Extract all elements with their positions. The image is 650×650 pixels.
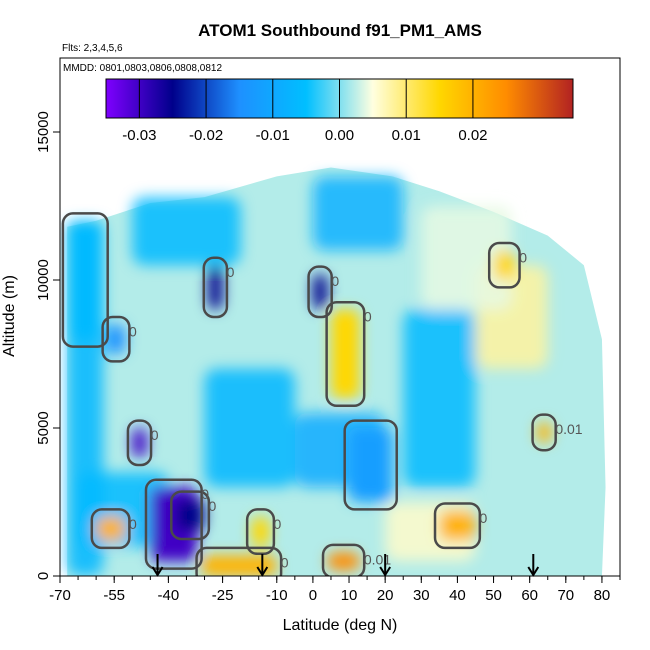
contour-line <box>321 543 366 576</box>
heat-region <box>349 428 393 502</box>
dates-annotation: MMDD: 0801,0803,0806,0808,0812 <box>63 63 222 74</box>
contour-label: 0.01 <box>364 551 391 567</box>
x-axis: -70 -55 -40 -25 -10 0 10 20 30 40 50 60 70 80 <box>49 576 621 604</box>
colorbar-tick-label: 0.02 <box>458 127 487 144</box>
contour-label: 0 <box>201 486 209 502</box>
x-tick-label: 80 <box>594 587 611 604</box>
heatmap-field <box>67 167 606 576</box>
contour-line <box>195 546 283 576</box>
x-tick-label: 70 <box>557 587 574 604</box>
contour-label: 0 <box>331 273 339 289</box>
heat-region <box>67 220 104 340</box>
heat-band <box>421 206 512 310</box>
plot-frame <box>59 57 621 577</box>
colorbar-tick-label: 0.01 <box>392 127 421 144</box>
x-tick-label: -25 <box>212 587 234 604</box>
x-tick-label: -55 <box>103 587 125 604</box>
contour-label: 0 <box>281 554 289 570</box>
x-tick-label: 40 <box>449 587 466 604</box>
colorbar-tick-label: -0.02 <box>189 127 223 144</box>
flight-marker-head <box>256 566 269 577</box>
contour-line <box>487 241 521 289</box>
contour-line <box>202 256 229 319</box>
y-axis-label: Altitude (m) <box>1 275 18 357</box>
heat-region <box>330 309 360 399</box>
x-tick-label: 60 <box>521 587 538 604</box>
chart-title: ATOM1 Southbound f91_PM1_AMS <box>198 21 482 40</box>
heat-region <box>96 516 126 541</box>
heat-region <box>208 265 223 310</box>
contour-label: 0 <box>151 427 159 443</box>
y-axis: 0 5000 10000 15000 <box>35 111 60 580</box>
contour-label: 0 <box>227 264 235 280</box>
contour-label: 0 <box>129 323 137 339</box>
contour-lines <box>61 212 557 576</box>
x-tick-label: -70 <box>49 587 71 604</box>
contour-label: 0 <box>519 249 527 265</box>
heat-region <box>200 555 277 576</box>
x-axis-label: Latitude (deg N) <box>283 617 398 634</box>
contour-line <box>433 502 482 550</box>
contour-label: 0 <box>364 309 372 325</box>
y-tick-label: 15000 <box>35 111 52 153</box>
contour-line <box>90 508 131 550</box>
heat-band <box>312 176 404 251</box>
colorbar-tick-label: 0.00 <box>325 127 354 144</box>
x-tick-label: -10 <box>266 587 288 604</box>
contour-line <box>307 265 333 319</box>
contour-line <box>343 419 398 511</box>
heat-region <box>106 324 126 354</box>
contour-label: 0.01 <box>555 421 582 437</box>
flight-markers <box>151 554 540 577</box>
heat-band <box>132 197 241 266</box>
contour-line <box>245 508 276 556</box>
x-tick-label: 0 <box>309 587 317 604</box>
heat-region <box>327 552 360 571</box>
heat-region <box>175 499 205 532</box>
y-tick-label: 10000 <box>35 259 52 301</box>
contour-label: 0 <box>274 516 282 532</box>
x-tick-label: 30 <box>413 587 430 604</box>
y-tick-label: 0 <box>35 572 52 580</box>
heat-region <box>312 274 328 310</box>
heat-region <box>493 250 516 280</box>
contour-line <box>101 315 131 363</box>
contour-line <box>170 490 211 541</box>
flights-annotation: Flts: 2,3,4,5,6 <box>62 43 123 54</box>
x-tick-label: 20 <box>377 587 394 604</box>
heat-region <box>536 422 552 443</box>
y-tick-label: 5000 <box>35 411 52 444</box>
contour-label: 0 <box>209 498 217 514</box>
x-tick-label: -40 <box>158 587 180 604</box>
colorbar-tick-label: -0.01 <box>256 127 290 144</box>
flight-marker-head <box>151 566 164 577</box>
contour-label: 0 <box>479 510 487 526</box>
colorbar-ticks: -0.03 -0.02 -0.01 0.00 0.01 0.02 <box>122 79 488 144</box>
flight-marker-head <box>527 566 540 577</box>
contour-line <box>126 419 153 467</box>
contour-label: 0 <box>129 516 137 532</box>
heat-band <box>403 309 476 488</box>
contour-line <box>144 478 203 570</box>
x-tick-label: 50 <box>485 587 502 604</box>
heat-region <box>251 516 270 547</box>
contour-line <box>325 300 366 408</box>
heat-band <box>204 368 295 488</box>
contour-line <box>531 413 557 452</box>
heat-region <box>439 510 476 541</box>
contour-line <box>61 212 109 348</box>
flight-marker-head <box>379 566 392 577</box>
colorbar-tick-label: -0.03 <box>122 127 156 144</box>
heat-region <box>132 428 147 458</box>
x-tick-label: 10 <box>341 587 358 604</box>
